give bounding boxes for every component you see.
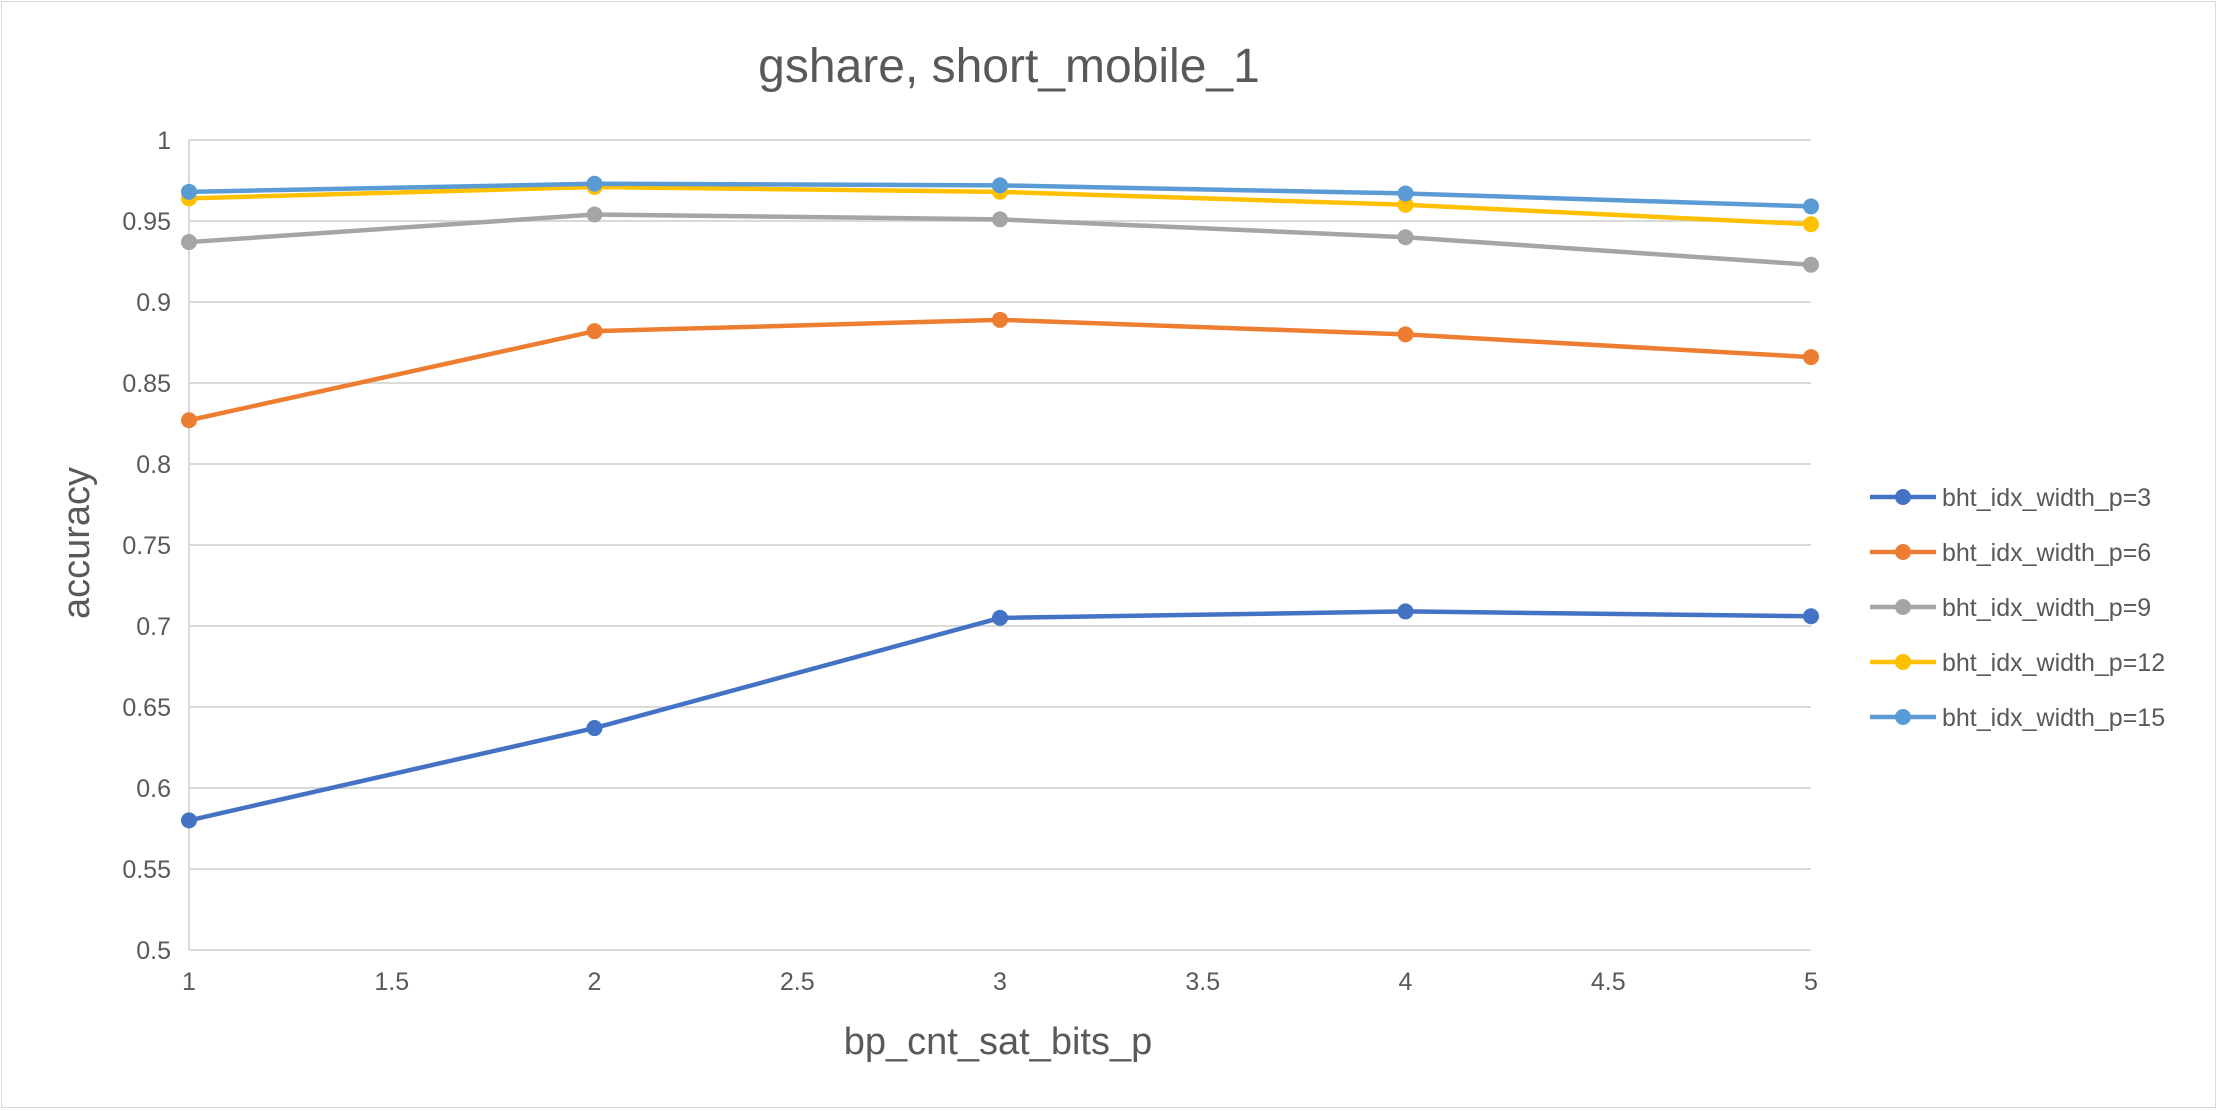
series-1 — [181, 311, 1819, 429]
data-point — [992, 177, 1008, 194]
x-tick-label: 3 — [993, 968, 1007, 996]
chart-title: gshare, short_mobile_1 — [758, 40, 1260, 93]
y-axis-title: accuracy — [56, 467, 98, 619]
x-tick-label: 4 — [1399, 968, 1413, 996]
x-tick-label: 3.5 — [1185, 968, 1220, 996]
data-point — [181, 812, 197, 829]
x-tick-label: 2 — [588, 968, 602, 996]
data-point — [992, 211, 1008, 228]
legend-marker — [1895, 544, 1911, 560]
x-tick-label: 2.5 — [780, 968, 815, 996]
data-point — [1397, 603, 1414, 620]
data-point — [1803, 349, 1819, 366]
legend-label: bht_idx_width_p=3 — [1942, 484, 2151, 512]
y-tick-label: 0.9 — [136, 289, 171, 317]
y-tick-label: 0.7 — [136, 613, 171, 641]
data-point — [1397, 326, 1414, 343]
data-point — [1397, 196, 1414, 213]
legend-item: bht_idx_width_p=6 — [1870, 539, 2151, 567]
y-tick-label: 0.65 — [122, 694, 171, 722]
data-point — [1803, 198, 1819, 215]
x-tick-label: 1 — [182, 968, 196, 996]
legend-marker — [1895, 599, 1911, 615]
y-tick-label: 1 — [157, 127, 171, 155]
x-tick-label: 4.5 — [1591, 968, 1626, 996]
legend-item: bht_idx_width_p=15 — [1870, 704, 2165, 732]
x-tick-label: 5 — [1804, 968, 1818, 996]
x-tick-label: 1.5 — [374, 968, 409, 996]
legend-item: bht_idx_width_p=9 — [1870, 594, 2151, 622]
legend: bht_idx_width_p=3 bht_idx_width_p=6 bht_id… — [1870, 484, 2165, 732]
legend-item: bht_idx_width_p=3 — [1870, 484, 2151, 512]
y-tick-label: 0.5 — [136, 937, 171, 965]
legend-label: bht_idx_width_p=6 — [1942, 539, 2151, 567]
y-tick-label: 0.55 — [122, 856, 171, 884]
data-point — [992, 609, 1008, 626]
data-point — [992, 311, 1008, 328]
data-point — [586, 175, 603, 192]
series-0 — [181, 603, 1819, 829]
data-point — [1803, 608, 1819, 625]
legend-marker — [1895, 489, 1911, 505]
legend-item: bht_idx_width_p=12 — [1870, 649, 2165, 677]
y-tick-label: 0.95 — [122, 208, 171, 236]
data-point — [1803, 256, 1819, 273]
series-line — [188, 317, 1812, 423]
y-tick-label: 0.6 — [136, 775, 171, 803]
y-tick-label: 0.75 — [122, 532, 171, 560]
axes: 0.5 0.55 0.6 0.65 0.7 0.75 0.8 0.85 0.9 0.95 1 1 1.5… — [122, 127, 1818, 996]
data-point — [586, 323, 603, 340]
legend-label: bht_idx_width_p=12 — [1942, 649, 2165, 677]
series-2 — [181, 206, 1819, 273]
legend-marker — [1895, 709, 1911, 725]
gridlines — [189, 139, 1811, 951]
data-point — [1397, 185, 1414, 202]
data-point — [181, 234, 197, 251]
data-point — [181, 412, 197, 429]
data-point — [1397, 229, 1414, 246]
legend-marker — [1895, 654, 1911, 670]
y-tick-label: 0.85 — [122, 370, 171, 398]
data-point — [586, 720, 603, 737]
series-4 — [181, 175, 1819, 215]
x-axis-title: bp_cnt_sat_bits_p — [844, 1021, 1152, 1063]
series-group — [181, 175, 1819, 829]
y-tick-label: 0.8 — [136, 451, 171, 479]
data-point — [586, 206, 603, 223]
data-point — [1803, 216, 1819, 233]
series-line — [188, 609, 1812, 823]
data-point — [181, 183, 197, 200]
legend-label: bht_idx_width_p=15 — [1942, 704, 2165, 732]
legend-label: bht_idx_width_p=9 — [1942, 594, 2151, 622]
